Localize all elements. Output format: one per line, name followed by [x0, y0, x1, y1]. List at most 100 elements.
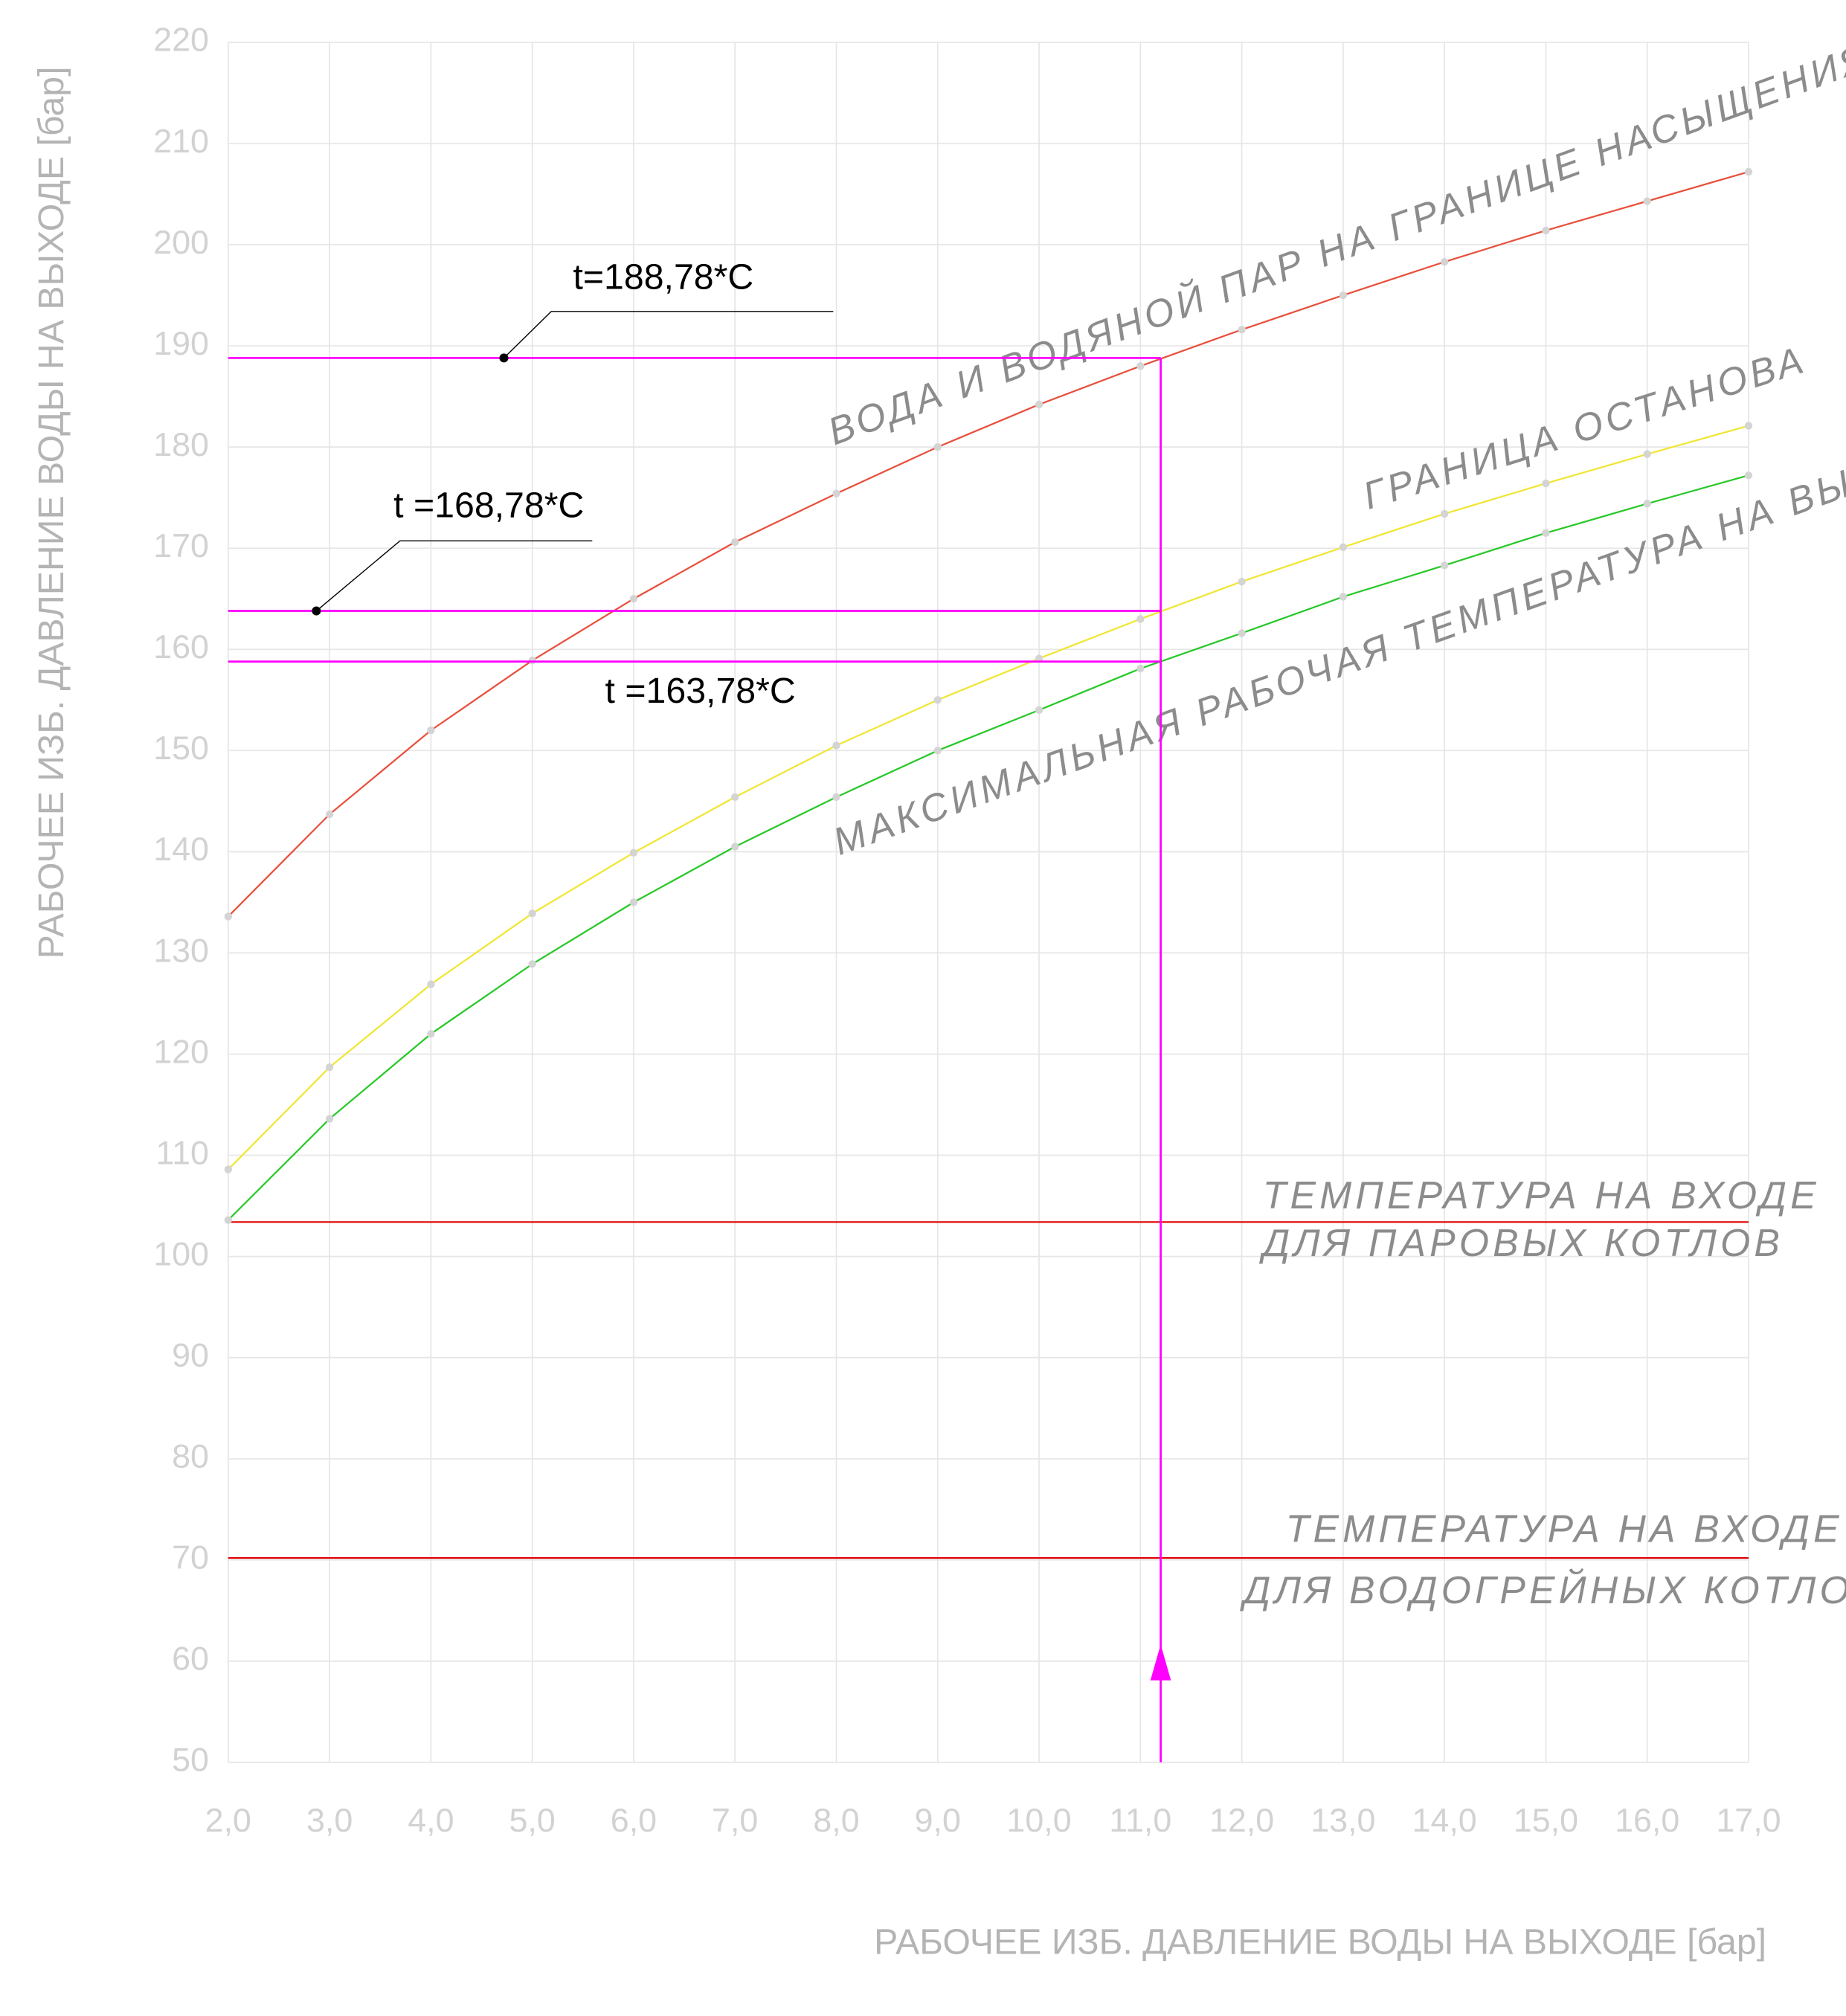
data-point — [933, 696, 942, 704]
data-point — [1035, 706, 1043, 715]
x-tick-label: 8,0 — [813, 1802, 859, 1839]
y-tick-label: 80 — [172, 1438, 209, 1475]
y-tick-label: 150 — [153, 730, 209, 767]
y-tick-label: 50 — [172, 1742, 209, 1779]
y-tick-label: 130 — [153, 932, 209, 969]
annotation: t=188,78*C — [573, 257, 753, 297]
data-point — [427, 980, 435, 988]
data-point — [224, 1216, 232, 1224]
x-tick-label: 12,0 — [1209, 1802, 1274, 1839]
annotation-point — [499, 353, 509, 363]
data-point — [528, 909, 536, 918]
x-tick-label: 11,0 — [1109, 1802, 1171, 1839]
x-tick-label: 4,0 — [408, 1802, 454, 1839]
y-tick-label: 180 — [153, 426, 209, 463]
data-point — [1339, 593, 1348, 601]
data-point — [731, 538, 739, 547]
x-tick-label: 15,0 — [1514, 1802, 1578, 1839]
data-point — [832, 489, 840, 497]
y-tick-label: 190 — [153, 325, 209, 362]
y-tick-label: 70 — [172, 1539, 209, 1577]
y-tick-label: 120 — [153, 1033, 209, 1070]
data-point — [832, 741, 840, 750]
data-point — [1744, 422, 1753, 430]
y-tick-label: 220 — [153, 22, 209, 59]
leader-line — [315, 540, 593, 612]
series-line — [228, 474, 1749, 1221]
x-tick-label: 10,0 — [1006, 1802, 1071, 1839]
data-point — [933, 747, 942, 755]
y-tick-label: 160 — [153, 628, 209, 666]
x-tick-label: 7,0 — [712, 1802, 758, 1839]
data-point — [629, 848, 638, 857]
series-line — [228, 170, 1749, 918]
x-tick-label: 13,0 — [1310, 1802, 1375, 1839]
data-point — [1339, 291, 1348, 300]
data-point — [1643, 197, 1651, 205]
y-tick-label: 100 — [153, 1235, 209, 1272]
data-point — [1542, 479, 1550, 488]
x-tick-label: 5,0 — [509, 1802, 556, 1839]
data-point — [1744, 167, 1753, 176]
data-point — [224, 1165, 232, 1173]
data-point — [1339, 543, 1348, 551]
y-tick-label: 200 — [153, 224, 209, 261]
y-tick-label: 210 — [153, 123, 209, 160]
reference-label: ДЛЯ ПАРОВЫХ КОТЛОВ — [1259, 1221, 1784, 1264]
y-axis-title: РАБОЧЕЕ ИЗБ. ДАВЛЕНИЕ ВОДЫ НА ВЫХОДЕ [ба… — [31, 66, 71, 959]
x-tick-label: 3,0 — [306, 1802, 353, 1839]
data-point — [933, 442, 942, 451]
x-tick-label: 9,0 — [915, 1802, 961, 1839]
annotation: t =163,78*C — [605, 671, 796, 711]
data-point — [528, 960, 536, 968]
data-point — [427, 726, 435, 735]
data-point — [325, 1115, 334, 1123]
x-tick-label: 2,0 — [205, 1802, 251, 1839]
data-point — [1238, 629, 1246, 637]
data-point — [1440, 561, 1449, 570]
y-tick-label: 90 — [172, 1337, 209, 1374]
data-point — [629, 898, 638, 906]
data-point — [1440, 509, 1449, 518]
data-point — [1035, 400, 1043, 409]
x-tick-label: 16,0 — [1615, 1802, 1679, 1839]
data-point — [731, 793, 739, 802]
annotation: t =168,78*C — [393, 485, 584, 525]
x-tick-label: 6,0 — [611, 1802, 657, 1839]
series-line — [228, 425, 1749, 1170]
data-point — [1440, 257, 1449, 266]
data-point — [1542, 529, 1550, 537]
data-point — [1238, 326, 1246, 334]
data-point — [1238, 577, 1246, 586]
y-tick-label: 110 — [156, 1134, 209, 1171]
data-point — [731, 843, 739, 851]
y-tick-label: 140 — [153, 831, 209, 868]
data-point — [224, 912, 232, 921]
data-point — [1643, 500, 1651, 508]
data-point — [325, 810, 334, 819]
data-point — [427, 1030, 435, 1038]
reference-label: ТЕМПЕРАТУРА НА ВХОДЕ — [1286, 1507, 1843, 1550]
x-tick-label: 14,0 — [1412, 1802, 1477, 1839]
y-tick-label: 170 — [153, 527, 209, 564]
data-point — [1136, 362, 1145, 370]
reference-label: ДЛЯ ВОДОГРЕЙНЫХ КОТЛОВ — [1240, 1568, 1846, 1611]
y-tick-label: 60 — [172, 1640, 209, 1678]
x-axis-title: РАБОЧЕЕ ИЗБ. ДАВЛЕНИЕ ВОДЫ НА ВЫХОДЕ [ба… — [874, 1922, 1766, 1962]
reference-label: ТЕМПЕРАТУРА НА ВХОДЕ — [1263, 1173, 1820, 1217]
x-tick-label: 17,0 — [1716, 1802, 1781, 1839]
data-point — [1643, 450, 1651, 458]
data-point — [1542, 226, 1550, 235]
data-point — [1136, 664, 1145, 673]
data-point — [325, 1063, 334, 1072]
data-point — [1744, 471, 1753, 480]
data-point — [629, 595, 638, 603]
curve-label: МАКСИМАЛЬНАЯ РАБОЧАЯ ТЕМПЕРАТУРА НА ВЫХО… — [828, 419, 1846, 863]
marker-arrow — [1150, 1644, 1171, 1681]
leader-line — [504, 311, 834, 358]
data-point — [1035, 654, 1043, 663]
annotation-point — [312, 606, 321, 616]
data-point — [1136, 615, 1145, 623]
data-point — [832, 793, 840, 802]
